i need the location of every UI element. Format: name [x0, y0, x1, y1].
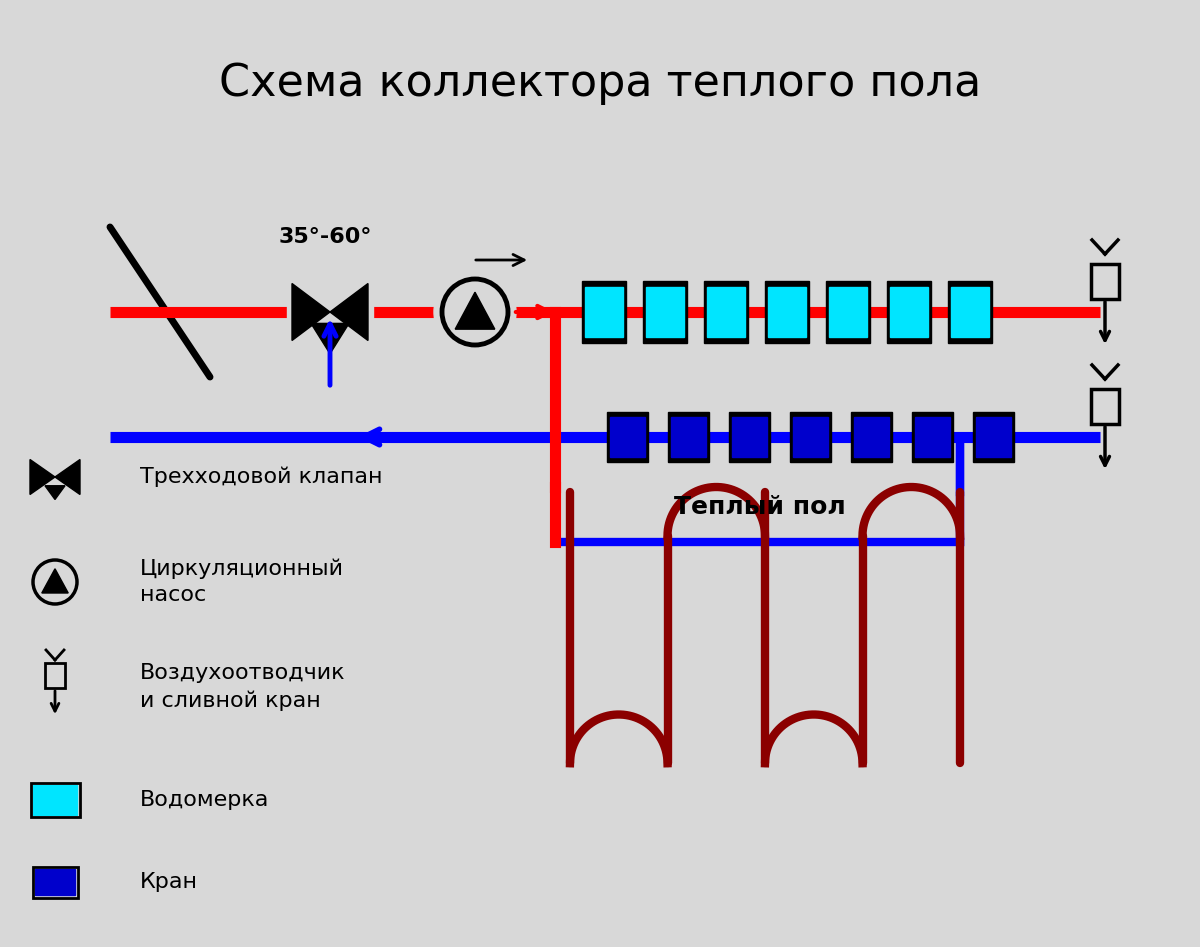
Bar [1086, 249, 1124, 304]
Bar [912, 412, 953, 462]
Polygon shape [46, 486, 65, 499]
Bar [851, 412, 892, 462]
Bar [704, 281, 748, 343]
Text: Трехходовой клапан: Трехходовой клапан [140, 467, 383, 488]
Polygon shape [292, 283, 330, 341]
Bar [35, 869, 74, 895]
Bar [728, 412, 770, 462]
Bar [586, 287, 623, 337]
Bar [671, 417, 706, 457]
Bar [948, 281, 992, 343]
Text: Водомерка: Водомерка [140, 790, 269, 810]
Bar [973, 412, 1014, 462]
Polygon shape [330, 283, 368, 341]
Text: Схема коллектора теплого пола: Схема коллектора теплого пола [218, 62, 982, 105]
Bar [287, 254, 373, 360]
Bar [30, 783, 79, 817]
Bar [34, 785, 77, 815]
Bar [32, 867, 78, 898]
Bar [610, 417, 646, 457]
Bar [607, 412, 648, 462]
Text: Циркуляционный
насос: Циркуляционный насос [140, 559, 344, 605]
Text: Теплый пол: Теплый пол [674, 495, 846, 519]
Bar [887, 281, 931, 343]
Text: 35°-60°: 35°-60° [278, 227, 372, 247]
Bar [1086, 374, 1124, 429]
Text: Кран: Кран [140, 872, 198, 892]
Bar [952, 287, 989, 337]
Bar [826, 281, 870, 343]
Bar [854, 417, 889, 457]
Polygon shape [455, 293, 494, 330]
Bar [790, 412, 830, 462]
Polygon shape [55, 459, 80, 494]
Bar [976, 417, 1010, 457]
Bar [646, 287, 684, 337]
Circle shape [434, 271, 516, 353]
Polygon shape [30, 459, 55, 494]
Bar [766, 281, 809, 343]
Bar [668, 412, 709, 462]
Bar [1091, 389, 1120, 424]
Bar [582, 281, 626, 343]
Bar [732, 417, 767, 457]
Bar [643, 281, 686, 343]
Polygon shape [311, 323, 349, 354]
Bar [914, 417, 950, 457]
Polygon shape [42, 569, 68, 593]
Bar [707, 287, 745, 337]
Bar [829, 287, 866, 337]
Bar [46, 663, 65, 688]
Bar [890, 287, 928, 337]
Bar [768, 287, 806, 337]
Bar [793, 417, 828, 457]
Text: Воздухоотводчик
и сливной кран: Воздухоотводчик и сливной кран [140, 664, 346, 710]
Bar [1091, 264, 1120, 299]
